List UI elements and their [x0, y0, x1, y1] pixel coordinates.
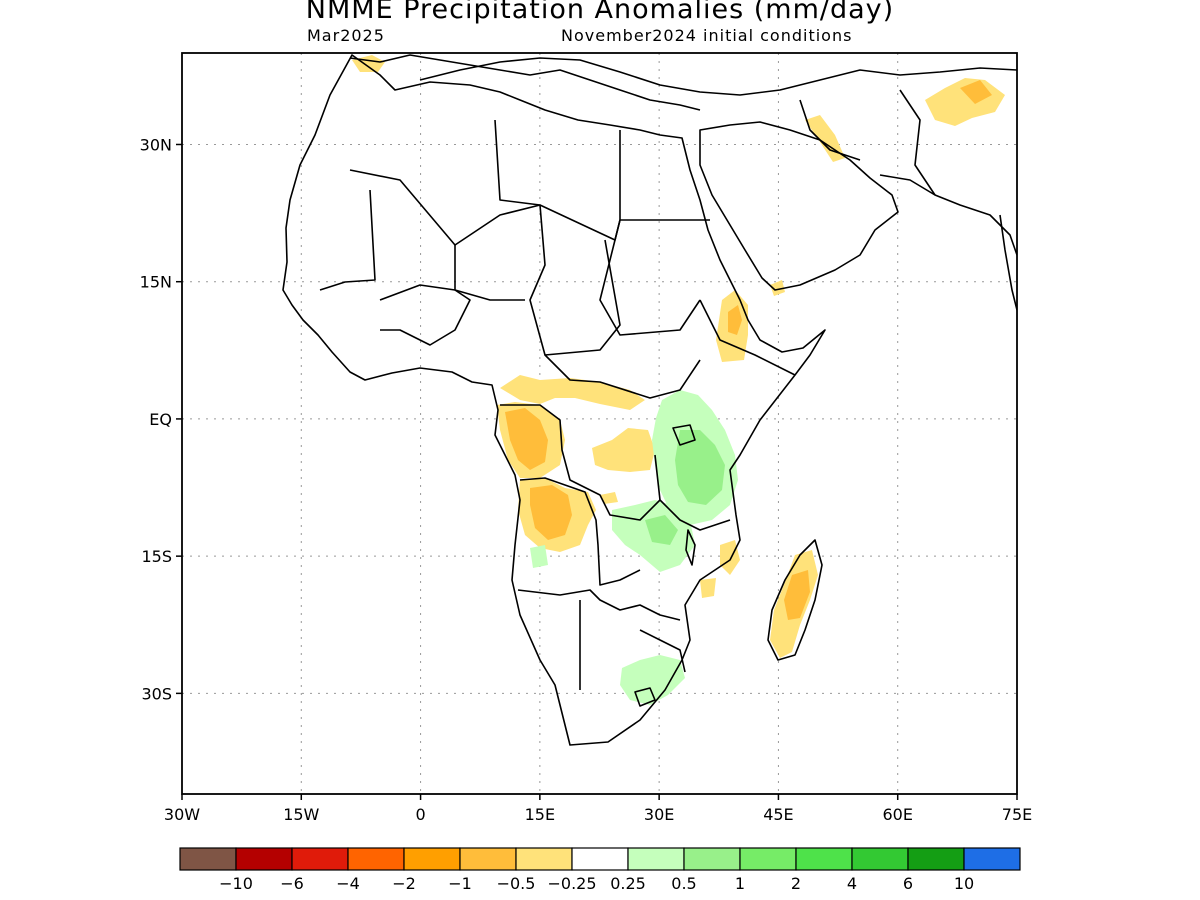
- anomaly-dry-morocco: [352, 55, 385, 72]
- border-6: [454, 245, 525, 301]
- anomaly-dry-iran: [925, 78, 1005, 126]
- gridlines: [182, 53, 1017, 794]
- anomaly-dry-central: [500, 375, 645, 410]
- europe-asia-coast: [419, 57, 1017, 96]
- colorbar-label: −10: [219, 874, 253, 893]
- colorbar-label: −2: [392, 874, 416, 893]
- colorbar-label: −0.25: [547, 874, 596, 893]
- colorbar-swatch: [403, 847, 461, 871]
- anomaly-moddry-ethiopia: [728, 305, 742, 335]
- colorbar-swatch: [739, 847, 797, 871]
- colorbar-label: 1: [735, 874, 745, 893]
- lon-tick-label: 45E: [763, 805, 793, 824]
- colorbar-label: 0.5: [671, 874, 696, 893]
- colorbar-label: 2: [791, 874, 801, 893]
- longitude-axis: 30W 15W 0 15E 30E 45E 60E 75E: [164, 794, 1032, 824]
- colorbar-label: 10: [954, 874, 974, 893]
- border-5: [379, 284, 471, 346]
- border-15: [799, 99, 861, 161]
- lon-tick-label: 30E: [644, 805, 674, 824]
- colorbar-swatch: [291, 847, 349, 871]
- border-2: [494, 119, 621, 356]
- madagascar-coast: [767, 539, 823, 661]
- colorbar-swatch: [459, 847, 517, 871]
- anomaly-moddry-angola: [530, 485, 572, 540]
- colorbar-swatch: [627, 847, 685, 871]
- lat-tick-label: 30S: [141, 684, 172, 703]
- lon-tick-label: 15W: [283, 805, 319, 824]
- colorbar-swatch: [179, 847, 237, 871]
- arabia-coast: [699, 121, 899, 291]
- colorbar-swatch: [683, 847, 741, 871]
- colorbar-swatch: [851, 847, 909, 871]
- lon-tick-label: 15E: [525, 805, 555, 824]
- lat-tick-label: 15N: [140, 273, 172, 292]
- border-14: [699, 299, 796, 376]
- border-7: [544, 354, 701, 399]
- border-3: [599, 130, 701, 336]
- lon-tick-label: 30W: [164, 805, 200, 824]
- valid-month-label: Mar2025: [307, 26, 385, 45]
- colorbar-label: −4: [336, 874, 360, 893]
- anomaly-moddry-madagascar: [784, 570, 810, 620]
- colorbar-swatch: [235, 847, 293, 871]
- colorbar-swatch: [963, 847, 1021, 871]
- lon-tick-label: 60E: [882, 805, 912, 824]
- africa-coastline: [282, 54, 826, 746]
- border-4: [319, 189, 376, 291]
- latitude-axis: 30N 15N EQ 15S 30S: [140, 135, 182, 703]
- persian-coast: [879, 174, 1017, 256]
- plot-frame: [181, 52, 1018, 795]
- lat-tick-label: EQ: [149, 410, 172, 429]
- anomaly-moddry-gabon: [505, 408, 548, 470]
- colorbar-label: −6: [280, 874, 304, 893]
- map-title: NMME Precipitation Anomalies (mm/day): [305, 0, 895, 25]
- border-10: [517, 589, 681, 621]
- anomaly-wet-southafrica: [620, 655, 685, 705]
- lesotho: [634, 687, 656, 707]
- colorbar-label: 6: [903, 874, 913, 893]
- border-1: [349, 169, 710, 246]
- border-8: [500, 404, 661, 521]
- colorbar: −10 −6 −4 −2 −1 −0.5 −0.25 0.25 0.5 1 2 4 6 10: [179, 847, 1021, 893]
- lake-malawi: [685, 529, 696, 566]
- colorbar-label: 4: [847, 874, 857, 893]
- colorbar-swatch: [515, 847, 573, 871]
- india-coast: [999, 214, 1017, 311]
- anomaly-shading: [352, 55, 1005, 705]
- border-16: [899, 89, 936, 196]
- coastlines-borders: [282, 54, 1017, 746]
- lon-tick-label: 75E: [1002, 805, 1032, 824]
- border-9: [519, 477, 641, 586]
- colorbar-label: 0.25: [610, 874, 646, 893]
- anomaly-dry-drc: [592, 428, 655, 472]
- lon-tick-label: 0: [415, 805, 425, 824]
- anomaly-dry-saudi: [805, 115, 845, 162]
- map-layer: [182, 53, 1017, 794]
- colorbar-swatch: [571, 847, 629, 871]
- colorbar-swatch: [907, 847, 965, 871]
- initial-conditions-label: November2024 initial conditions: [561, 26, 853, 45]
- colorbar-label: −1: [448, 874, 472, 893]
- mediterranean-north: [349, 54, 701, 111]
- colorbar-swatch: [347, 847, 405, 871]
- lat-tick-label: 15S: [141, 547, 172, 566]
- border-12: [639, 629, 686, 673]
- lake-victoria: [672, 424, 696, 446]
- anomaly-moddry-iran: [960, 80, 992, 104]
- colorbar-swatch: [795, 847, 853, 871]
- anomaly-modwet-eastafrica: [675, 430, 725, 505]
- colorbar-label: −0.5: [497, 874, 536, 893]
- lat-tick-label: 30N: [140, 135, 172, 154]
- border-13: [654, 454, 731, 531]
